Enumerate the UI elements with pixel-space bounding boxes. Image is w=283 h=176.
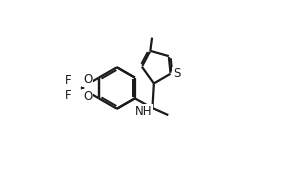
Text: S: S bbox=[173, 67, 181, 80]
Text: F: F bbox=[65, 89, 72, 102]
Text: NH: NH bbox=[135, 105, 153, 118]
Text: F: F bbox=[65, 74, 72, 87]
Text: O: O bbox=[83, 90, 92, 103]
Text: O: O bbox=[83, 73, 92, 86]
